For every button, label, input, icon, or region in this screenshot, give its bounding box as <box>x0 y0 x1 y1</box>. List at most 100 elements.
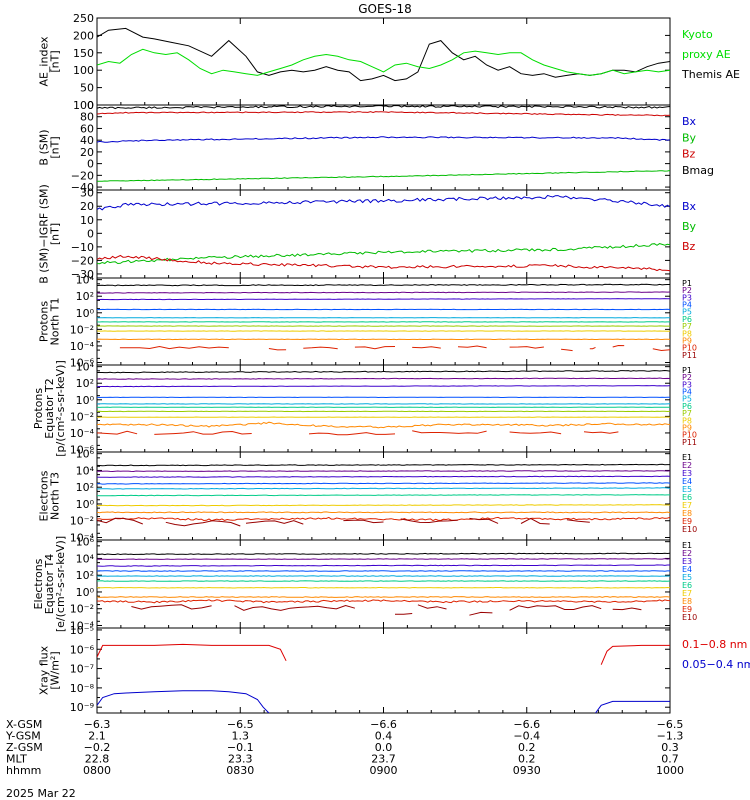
x-tick-value: 0900 <box>370 764 398 777</box>
panel-series <box>97 27 670 82</box>
series-E4 <box>97 482 670 485</box>
series-E10-segment <box>469 611 493 616</box>
y-axis-label: B (SM) <box>38 129 51 165</box>
series-P2 <box>97 291 670 294</box>
x-tick-value: −0.2 <box>84 741 111 754</box>
series-P10-segment <box>583 431 619 434</box>
panel-8: 10⁻⁹ 10⁻⁸ 10⁻⁷ 10⁻⁶ 10⁻⁵ Xray flux[W/m²] 0.1−0… <box>38 624 750 714</box>
series-P10-segment <box>412 430 487 434</box>
y-tick-label: 10² <box>76 290 94 303</box>
legend-entry: E8 <box>682 597 692 606</box>
series-P3 <box>97 385 670 388</box>
series-E4 <box>97 570 670 572</box>
y-tick-label: 10⁻⁸ <box>70 682 95 695</box>
series-0-1-0-8-nm <box>600 644 670 665</box>
x-tick-value: 0830 <box>226 764 254 777</box>
series-E10-segment <box>566 519 590 523</box>
y-tick-label: 0 <box>87 158 94 171</box>
series-E10-segment <box>520 517 550 525</box>
y-tick-label: 10⁴ <box>76 464 95 477</box>
series-Kyoto-proxy-AE <box>97 48 670 76</box>
y-tick-label: 10⁴ <box>76 361 95 374</box>
legend-entry: E3 <box>682 557 692 566</box>
y-axis-label: [e/(cm²-s-sr-keV)] <box>54 536 67 632</box>
series-E2 <box>97 470 670 473</box>
series-E6 <box>97 494 670 497</box>
legend-entry: E9 <box>682 517 692 526</box>
x-tick-value: 0800 <box>83 764 111 777</box>
legend-entry: P5 <box>682 395 692 404</box>
legend-entry: E7 <box>682 501 692 510</box>
legend-entry: P7 <box>682 322 692 331</box>
y-tick-label: 10⁻⁹ <box>70 701 94 714</box>
x-tick-value: −0.1 <box>227 741 254 754</box>
panel-series <box>97 463 670 527</box>
y-axis-label: Electrons <box>38 470 51 521</box>
y-tick-label: 10⁻⁶ <box>70 444 95 457</box>
legend-entry: P9 <box>682 423 692 432</box>
series-P3 <box>97 298 670 301</box>
series-Bz <box>97 111 670 117</box>
series-0-05-0-4-nm <box>97 690 270 713</box>
y-axis-label: Protons <box>38 301 51 342</box>
x-tick-value: 22.8 <box>85 753 110 766</box>
series-E10-segment <box>469 517 499 524</box>
series-E9 <box>97 599 670 604</box>
y-tick-label: 10² <box>76 481 94 494</box>
x-tick-value: −6.5 <box>657 718 684 731</box>
legend-entry: P1 <box>682 279 692 288</box>
x-row-label: MLT <box>6 753 27 766</box>
series-E5 <box>97 487 670 490</box>
legend-entry: E10 <box>682 613 697 622</box>
legend-entry: E10 <box>682 525 697 534</box>
legend-entry: Kyoto <box>682 28 713 41</box>
y-tick-label: 10⁻⁴ <box>70 619 95 632</box>
series-E3 <box>97 475 670 478</box>
legend-entry: Bx <box>682 115 697 128</box>
y-axis-label: AE_index <box>38 36 51 87</box>
series-Bz <box>97 254 670 272</box>
legend-entry: By <box>682 220 697 233</box>
x-tick-value: −6.3 <box>84 718 111 731</box>
legend-entry: P9 <box>682 336 692 345</box>
y-tick-label: 10⁶ <box>76 536 95 549</box>
series-E1 <box>97 552 670 556</box>
series-E10-segment <box>509 605 602 611</box>
series-E10-segment <box>395 613 413 615</box>
series-E3 <box>97 564 670 567</box>
y-tick-label: 10⁰ <box>76 307 95 320</box>
panel-1: 0 50 100 150 200 250 AE_index[nT] Kyoto proxy AE… <box>38 12 740 112</box>
series-P10-segment <box>308 432 396 436</box>
series-P10-segment <box>154 430 252 435</box>
series-0-1-0-8-nm <box>97 643 287 662</box>
y-tick-label: 10⁻⁴ <box>70 531 95 544</box>
y-axis-label: B (SM)−IGRF (SM) <box>38 184 51 284</box>
series-By <box>97 170 670 182</box>
legend-entry: P8 <box>682 416 692 425</box>
y-tick-label: 50 <box>80 82 94 95</box>
legend-entry: P1 <box>682 366 692 375</box>
y-tick-label: 200 <box>73 29 94 42</box>
legend-entry: E7 <box>682 589 692 598</box>
series-E7 <box>97 504 670 507</box>
x-tick-value: 1000 <box>656 764 684 777</box>
y-axis-label: [nT] <box>49 223 62 245</box>
chart-title: GOES-18 <box>358 2 412 16</box>
legend-entry: P11 <box>682 351 697 360</box>
series-P1 <box>97 283 670 287</box>
series-Bx <box>97 194 670 211</box>
series-E1 <box>97 463 670 467</box>
panel-series <box>97 105 670 182</box>
x-tick-value: 23.7 <box>371 753 396 766</box>
x-tick-value: −6.6 <box>513 718 540 731</box>
legend-entry: proxy AE <box>682 48 731 61</box>
y-tick-label: 10⁻⁴ <box>70 427 95 440</box>
x-row-label: hhmm <box>6 764 41 777</box>
y-tick-label: 10⁻² <box>70 515 94 528</box>
series-Bx <box>97 136 670 143</box>
y-tick-label: −20 <box>71 254 94 267</box>
x-tick-value: 0.2 <box>518 741 536 754</box>
x-tick-value: 0.3 <box>661 741 679 754</box>
